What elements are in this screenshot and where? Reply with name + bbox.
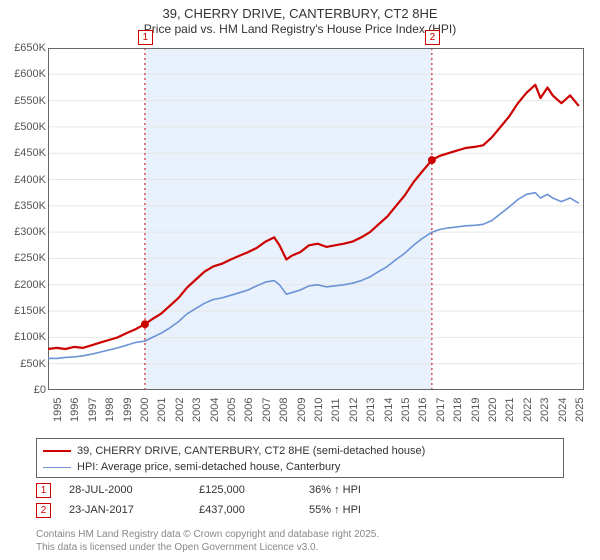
legend-item-hpi: HPI: Average price, semi-detached house,… [43,459,557,475]
x-tick-label: 2017 [435,398,447,422]
x-tick-label: 1999 [122,398,134,422]
x-tick-label: 2003 [191,398,203,422]
x-tick-label: 2006 [243,398,255,422]
sales-row-1: 1 28-JUL-2000 £125,000 36% ↑ HPI [36,480,429,500]
y-tick-label: £200K [14,279,46,291]
x-tick-label: 2012 [348,398,360,422]
sales-row-2: 2 23-JAN-2017 £437,000 55% ↑ HPI [36,500,429,520]
y-tick-label: £450K [14,147,46,159]
sale-pct-1: 36% ↑ HPI [309,484,429,496]
y-tick-label: £350K [14,200,46,212]
chart-svg [48,48,584,390]
legend-swatch-hpi [43,467,71,468]
x-tick-label: 2018 [452,398,464,422]
sale-badge-2: 2 [36,503,51,518]
attribution: Contains HM Land Registry data © Crown c… [36,529,379,554]
y-tick-label: £500K [14,121,46,133]
sale-badge-2-num: 2 [41,505,47,516]
x-tick-label: 2025 [574,398,586,422]
x-tick-label: 2021 [504,398,516,422]
x-tick-label: 2000 [139,398,151,422]
x-tick-label: 2015 [400,398,412,422]
x-tick-label: 1997 [87,398,99,422]
legend-swatch-price-paid [43,450,71,452]
y-tick-label: £550K [14,95,46,107]
sale-date-1: 28-JUL-2000 [69,484,199,496]
y-tick-label: £100K [14,331,46,343]
title-line-2: Price paid vs. HM Land Registry's House … [0,22,600,37]
attribution-line-2: This data is licensed under the Open Gov… [36,542,379,555]
x-tick-label: 2001 [156,398,168,422]
sale-badge-1: 1 [36,483,51,498]
sale-price-1: £125,000 [199,484,309,496]
sale-pct-2: 55% ↑ HPI [309,504,429,516]
sale-badge-1-num: 1 [41,485,47,496]
x-tick-label: 2005 [226,398,238,422]
y-tick-label: £650K [14,42,46,54]
x-tick-label: 2013 [365,398,377,422]
y-tick-label: £150K [14,305,46,317]
x-tick-label: 2009 [296,398,308,422]
chart-container: 39, CHERRY DRIVE, CANTERBURY, CT2 8HE Pr… [0,0,600,560]
x-tick-label: 2014 [383,398,395,422]
y-tick-label: £250K [14,252,46,264]
legend-label-price-paid: 39, CHERRY DRIVE, CANTERBURY, CT2 8HE (s… [77,445,425,457]
title-line-1: 39, CHERRY DRIVE, CANTERBURY, CT2 8HE [0,6,600,22]
x-tick-label: 2022 [522,398,534,422]
y-tick-label: £50K [20,358,46,370]
sales-table: 1 28-JUL-2000 £125,000 36% ↑ HPI 2 23-JA… [36,480,429,520]
y-tick-label: £0 [34,384,46,396]
legend-box: 39, CHERRY DRIVE, CANTERBURY, CT2 8HE (s… [36,438,564,478]
x-tick-label: 2024 [557,398,569,422]
legend-item-price-paid: 39, CHERRY DRIVE, CANTERBURY, CT2 8HE (s… [43,443,557,459]
x-tick-label: 2020 [487,398,499,422]
legend-label-hpi: HPI: Average price, semi-detached house,… [77,461,340,473]
y-tick-label: £400K [14,174,46,186]
attribution-line-1: Contains HM Land Registry data © Crown c… [36,529,379,542]
x-tick-label: 1998 [104,398,116,422]
chart-plot-area [48,48,584,390]
x-tick-label: 2023 [539,398,551,422]
y-tick-label: £600K [14,68,46,80]
x-tick-label: 1995 [52,398,64,422]
title-block: 39, CHERRY DRIVE, CANTERBURY, CT2 8HE Pr… [0,0,600,37]
x-tick-label: 2008 [278,398,290,422]
sale-date-2: 23-JAN-2017 [69,504,199,516]
x-tick-label: 2004 [209,398,221,422]
x-tick-label: 2016 [417,398,429,422]
x-tick-label: 2002 [174,398,186,422]
x-tick-label: 2019 [470,398,482,422]
x-tick-label: 2011 [330,398,342,422]
sale-flag-1: 1 [138,30,153,45]
sale-price-2: £437,000 [199,504,309,516]
sale-flag-2: 2 [425,30,440,45]
x-tick-label: 2007 [261,398,273,422]
x-tick-label: 2010 [313,398,325,422]
x-tick-label: 1996 [69,398,81,422]
y-tick-label: £300K [14,226,46,238]
